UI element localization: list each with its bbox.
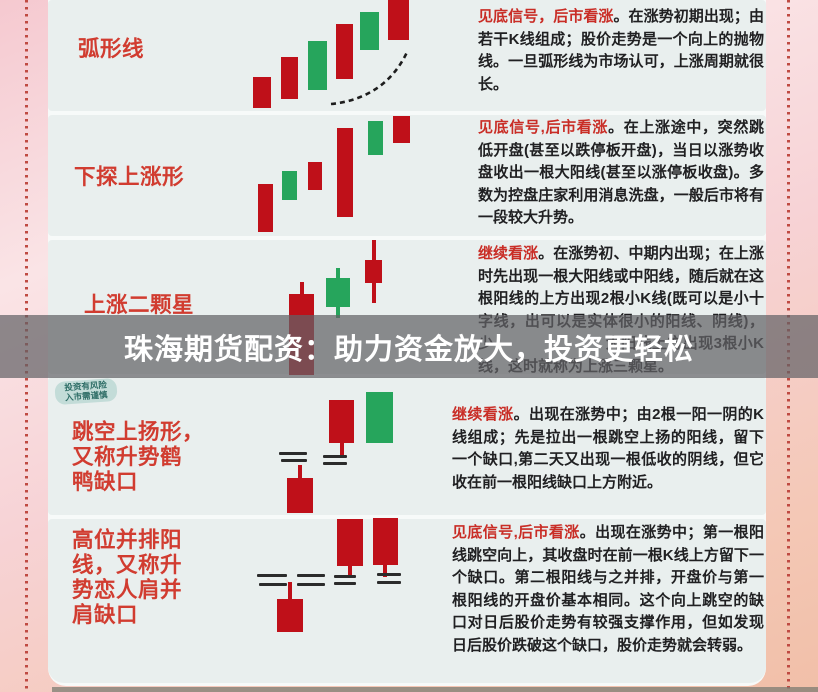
- gap-marker: [279, 452, 307, 455]
- pattern-description-gap-up-rise: 继续看涨。出现在涨势中；由2根一阳一阴的K线组成；先是拉出一根跳空上扬的阳线，留…: [452, 404, 764, 494]
- bearish-candle: [368, 121, 383, 155]
- watermark-text: 珠海期货配资：助力资金放大，投资更轻松: [123, 333, 694, 366]
- pattern-card-high-side-by-side-yang: [48, 519, 766, 683]
- candle-wick: [383, 565, 387, 577]
- candle-wick: [300, 282, 304, 294]
- bullish-candle: [393, 116, 410, 143]
- bullish-candle: [373, 518, 398, 565]
- bullish-candle: [329, 400, 354, 443]
- gap-marker: [334, 582, 356, 585]
- pattern-description-arc-line: 见底信号，后市看涨。在涨势初期出现；由若干K线组成；股价走势是一个向上的抛物线。…: [478, 6, 764, 96]
- description-text: 。在涨势初期出现；由若干K线组成；股价走势是一个向上的抛物线。一旦弧形线为市场认…: [478, 8, 764, 93]
- gap-marker: [259, 583, 287, 586]
- bullish-candle: [337, 128, 353, 217]
- bullish-candle: [253, 77, 271, 108]
- signal-lead-text: 继续看涨: [478, 245, 539, 262]
- bullish-candle: [337, 519, 363, 566]
- signal-lead-text: 见底信号，后市看涨: [478, 8, 614, 25]
- candle-wick: [372, 283, 376, 303]
- pattern-description-probe-down-rise: 见底信号,后市看涨。在上涨途中，突然跳低开盘(甚至以跌停板开盘)，当日以涨势收盘…: [478, 117, 764, 230]
- risk-badge-line2: 入市需谨慎: [64, 389, 108, 402]
- signal-lead-text: 继续看涨: [452, 406, 514, 423]
- gap-marker: [297, 574, 325, 577]
- pattern-card-gap-up-rise: [48, 377, 766, 515]
- candle-wick: [336, 268, 340, 278]
- bullish-candle: [365, 260, 382, 283]
- candle-wick: [372, 240, 376, 260]
- bullish-candle: [277, 599, 303, 632]
- candle-wick: [288, 582, 292, 599]
- bullish-candle: [281, 57, 298, 99]
- gap-marker: [257, 574, 287, 577]
- bullish-candle: [287, 478, 313, 513]
- bearish-candle: [326, 278, 350, 307]
- description-text: 。出现在涨势中；由2根一阳一阴的K线组成；先是拉出一根跳空上扬的阳线，留下一个缺…: [452, 406, 764, 491]
- bearish-candle: [282, 171, 297, 200]
- signal-lead-text: 见底信号,后市看涨: [478, 119, 609, 136]
- bearish-candle: [308, 41, 327, 90]
- candle-wick: [340, 443, 344, 455]
- gap-marker: [377, 581, 401, 584]
- signal-lead-text: 见底信号,后市看涨: [452, 524, 580, 541]
- pattern-label-probe-down-rise: 下探上涨形: [74, 165, 185, 189]
- bullish-candle: [258, 184, 273, 232]
- gap-marker: [281, 459, 307, 462]
- bullish-candle: [388, 0, 409, 40]
- description-text: 。在上涨途中，突然跳低开盘(甚至以跌停板开盘)，当日以涨势收盘收出一根大阳线(甚…: [478, 119, 764, 227]
- pattern-label-gap-up-rise: 跳空上扬形， 又称升势鹤 鸭缺口: [72, 420, 205, 494]
- pattern-description-high-side-by-side-yang: 见底信号,后市看涨。出现在涨势中；第一根阳线跳空向上，其收盘时在前一根K线上方留…: [452, 522, 764, 658]
- bottom-strip: [52, 687, 818, 692]
- candle-wick: [348, 566, 352, 576]
- gap-marker: [297, 583, 325, 586]
- gap-marker: [323, 455, 347, 458]
- gap-marker: [323, 462, 347, 465]
- bearish-candle: [360, 12, 379, 50]
- candle-wick: [336, 307, 340, 318]
- description-text: 。出现在涨势中；第一根阳线跳空向上，其收盘时在前一根K线上方留下一个缺口。第二根…: [452, 524, 764, 654]
- risk-badge: 投资有风险 入市需谨慎: [54, 377, 118, 406]
- gap-marker: [334, 575, 356, 578]
- gap-marker: [377, 573, 401, 576]
- pattern-label-high-side-by-side-yang: 高位并排阳 线，又称升 势恋人肩并 肩缺口: [72, 528, 183, 627]
- pattern-label-arc-line: 弧形线: [78, 37, 145, 61]
- pattern-label-rising-two-stars: 上涨二颗星: [84, 293, 195, 317]
- bullish-candle: [336, 24, 353, 79]
- bearish-candle: [366, 392, 393, 443]
- watermark-band: 珠海期货配资：助力资金放大，投资更轻松: [0, 315, 818, 378]
- bullish-candle: [308, 162, 322, 190]
- candle-wick: [298, 465, 302, 478]
